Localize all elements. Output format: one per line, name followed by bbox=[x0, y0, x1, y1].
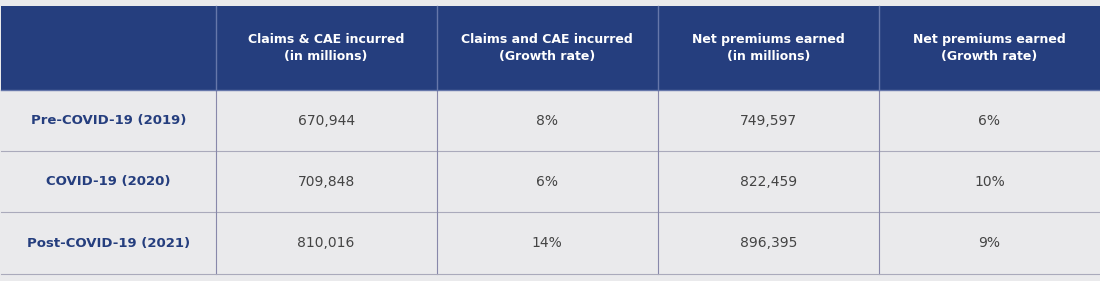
Text: 14%: 14% bbox=[532, 236, 562, 250]
Text: 10%: 10% bbox=[975, 175, 1004, 189]
Text: 6%: 6% bbox=[537, 175, 559, 189]
Text: 670,944: 670,944 bbox=[298, 114, 354, 128]
Text: COVID-19 (2020): COVID-19 (2020) bbox=[46, 175, 170, 188]
Text: 822,459: 822,459 bbox=[740, 175, 796, 189]
Bar bbox=[1, 6, 1100, 90]
Text: Post-COVID-19 (2021): Post-COVID-19 (2021) bbox=[26, 237, 190, 250]
Text: 709,848: 709,848 bbox=[297, 175, 355, 189]
Text: 896,395: 896,395 bbox=[739, 236, 798, 250]
Text: Claims & CAE incurred
(in millions): Claims & CAE incurred (in millions) bbox=[248, 33, 405, 63]
Text: 8%: 8% bbox=[537, 114, 559, 128]
Text: Pre-COVID-19 (2019): Pre-COVID-19 (2019) bbox=[31, 114, 186, 127]
Text: 810,016: 810,016 bbox=[297, 236, 355, 250]
Text: Net premiums earned
(in millions): Net premiums earned (in millions) bbox=[692, 33, 845, 63]
Text: Net premiums earned
(Growth rate): Net premiums earned (Growth rate) bbox=[913, 33, 1066, 63]
Text: 9%: 9% bbox=[979, 236, 1001, 250]
Text: 749,597: 749,597 bbox=[740, 114, 796, 128]
Text: Claims and CAE incurred
(Growth rate): Claims and CAE incurred (Growth rate) bbox=[461, 33, 634, 63]
Text: 6%: 6% bbox=[979, 114, 1001, 128]
